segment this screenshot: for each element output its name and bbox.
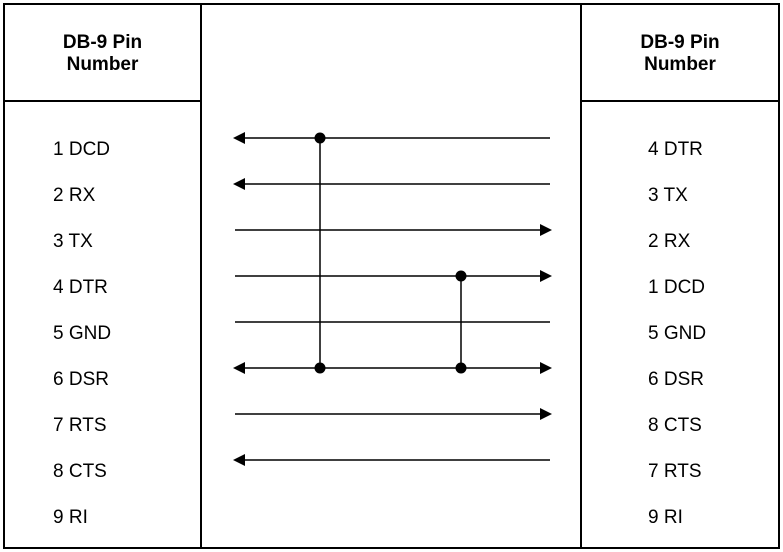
left-pin-2: 2 RX (53, 185, 96, 206)
junction-dot-left-top (314, 132, 326, 144)
right-pin-2: 3 TX (648, 185, 688, 206)
right-header-cell (580, 3, 780, 102)
right-header-line-2: Number (644, 54, 716, 75)
right-pin-6: 6 DSR (648, 369, 704, 390)
right-pin-8: 7 RTS (648, 461, 702, 482)
arrow-left-row-2 (233, 178, 245, 190)
arrow-right-row-4 (540, 270, 552, 282)
left-pin-4: 4 DTR (53, 277, 108, 298)
right-pin-4: 1 DCD (648, 277, 706, 298)
arrow-right-row-6 (540, 362, 552, 374)
arrow-right-row-7 (540, 408, 552, 420)
wiring-diagram (233, 132, 552, 466)
left-pin-9: 9 RI (53, 507, 88, 528)
right-pin-1: 4 DTR (648, 139, 703, 160)
junction-dot-right-bottom (455, 362, 467, 374)
junction-dot-right-top (455, 270, 467, 282)
right-pin-5: 5 GND (648, 323, 707, 344)
arrow-left-row-1 (233, 132, 245, 144)
left-header: DB-9 Pin Number (3, 32, 202, 76)
null-modem-diagram: DB-9 Pin Number DB-9 Pin Number 1 DCD 2 … (3, 3, 780, 549)
junction-dot-left-bottom (314, 362, 326, 374)
right-header: DB-9 Pin Number (580, 32, 780, 76)
left-header-line-1: DB-9 Pin (62, 32, 143, 53)
right-pin-3: 2 RX (648, 231, 691, 252)
left-header-cell (3, 3, 202, 102)
right-pin-7: 8 CTS (648, 415, 702, 436)
arrow-left-row-8 (233, 454, 245, 466)
left-pin-1: 1 DCD (53, 139, 111, 160)
right-pin-9: 9 RI (648, 507, 683, 528)
left-header-line-2: Number (66, 54, 139, 75)
right-header-line-1: DB-9 Pin (640, 32, 720, 53)
left-pin-7: 7 RTS (53, 415, 107, 436)
left-pin-5: 5 GND (53, 323, 112, 344)
left-pin-6: 6 DSR (53, 369, 109, 390)
arrow-right-row-3 (540, 224, 552, 236)
arrow-left-row-6 (233, 362, 245, 374)
left-pin-8: 8 CTS (53, 461, 107, 482)
left-pin-3: 3 TX (53, 231, 93, 252)
